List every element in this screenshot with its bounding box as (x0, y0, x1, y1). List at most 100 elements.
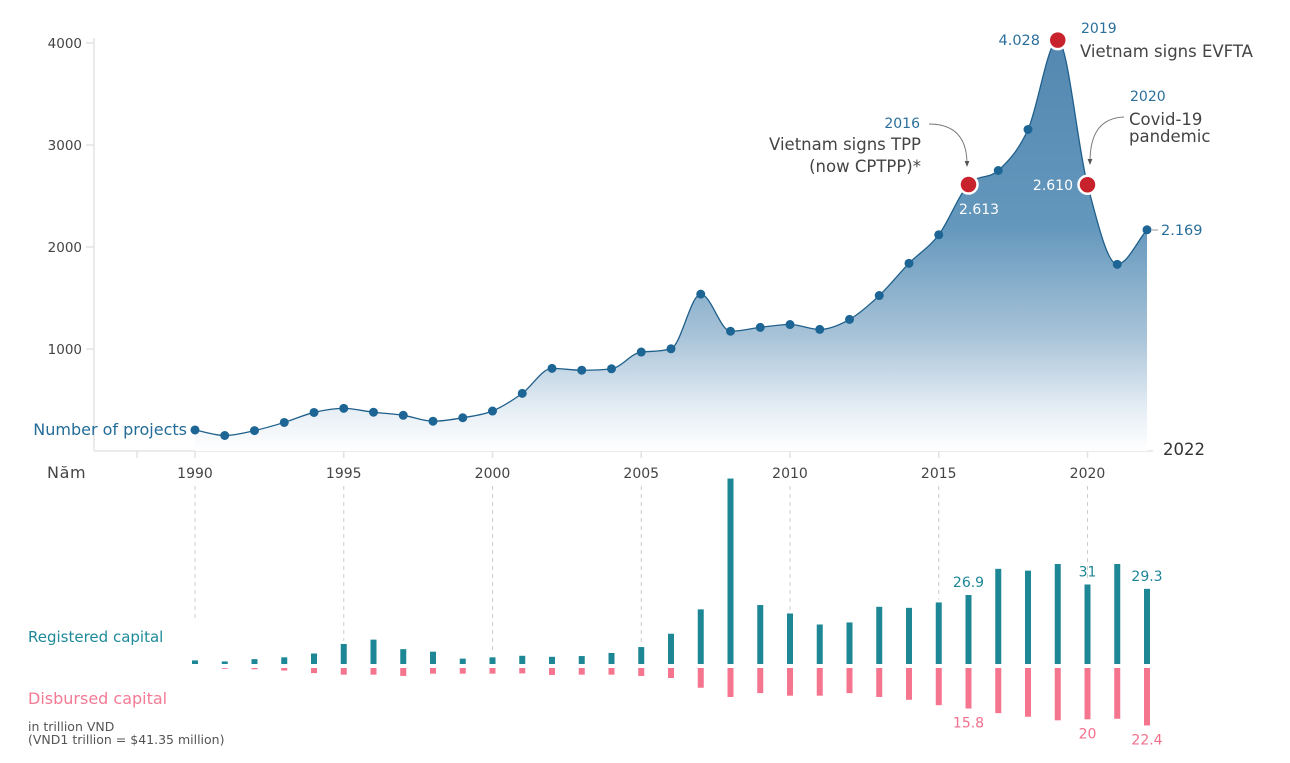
disbursed-value-label: 22.4 (1131, 732, 1162, 748)
legend-registered-capital: Registered capital (28, 628, 163, 646)
disbursed-bar-2010 (787, 668, 793, 696)
data-point-2018 (1023, 124, 1033, 134)
disbursed-bar-2005 (638, 668, 645, 676)
data-point-1997 (398, 410, 408, 420)
highlight-point-2020 (1077, 174, 1098, 196)
disbursed-bar-2020 (1084, 668, 1091, 720)
annotation-year: 2020 (1130, 89, 1166, 105)
annotation-text: Covid-19 (1129, 110, 1202, 129)
disbursed-bar-2007 (697, 668, 704, 688)
data-point-1992 (250, 426, 259, 436)
y-tick-label: 3000 (48, 138, 82, 154)
data-point-2005 (636, 347, 646, 357)
data-point-1991 (220, 430, 230, 440)
data-point-2014 (904, 258, 914, 268)
disbursed-bar-1991 (221, 668, 228, 669)
registered-bar-2015 (935, 602, 942, 664)
legend-disbursed-capital: Disbursed capital (28, 689, 167, 708)
data-point-2008 (726, 326, 735, 336)
capital-bar-labels: 26.9 15.8 31 20 29.3 22.4 (953, 564, 1163, 748)
annotation-arrow (928, 123, 970, 167)
end-year-label: 2022 (1163, 440, 1205, 459)
x-tick-label: 2015 (921, 466, 957, 482)
registered-bar-2017 (995, 568, 1002, 664)
disbursed-bar-1999 (459, 668, 466, 674)
x-tick-label: 2010 (772, 466, 808, 482)
registered-bar-2006 (668, 633, 674, 664)
registered-bar-2003 (578, 656, 585, 664)
x-axis-title: Năm (47, 463, 86, 482)
unit-conversion-note: (VND1 trillion = $41.35 million) (28, 732, 224, 747)
data-point-2009 (755, 322, 765, 332)
registered-bar-2021 (1114, 563, 1121, 664)
disbursed-bar-2019 (1054, 668, 1061, 721)
disbursed-bar-2012 (846, 668, 853, 694)
unit-note: in trillion VND (28, 719, 114, 734)
annotation-year: 2019 (1081, 21, 1117, 37)
registered-bar-1993 (281, 657, 288, 664)
data-point-2002 (547, 363, 557, 373)
registered-bar-2011 (816, 624, 823, 664)
registered-bar-1991 (221, 661, 228, 664)
annotation-2020: 2020 Covid-19 pandemic 2.610 (1033, 89, 1211, 194)
data-point-1995 (339, 403, 349, 413)
disbursed-bar-1995 (340, 668, 347, 675)
data-point-2010 (785, 320, 795, 330)
capital-bars (192, 478, 1150, 726)
disbursed-bar-2015 (935, 668, 942, 706)
annotation-arrow (1087, 116, 1125, 165)
highlight-point-2016 (958, 174, 979, 195)
disbursed-bar-2018 (1025, 668, 1031, 717)
data-point-2021 (1112, 259, 1122, 269)
registered-bar-2000 (489, 657, 496, 664)
annotation-text: pandemic (1129, 127, 1210, 146)
x-tick-label: 1990 (177, 466, 213, 482)
x-tick-label: 2020 (1070, 466, 1106, 482)
data-point-2006 (666, 344, 676, 354)
projects-area-series (194, 39, 1148, 451)
registered-bar-2008 (727, 478, 734, 664)
x-tick-label: 1995 (326, 466, 362, 482)
registered-bar-2019 (1054, 563, 1061, 664)
highlight-point-2019 (1047, 29, 1068, 51)
data-point-2001 (517, 388, 527, 398)
disbursed-bar-1993 (281, 668, 288, 671)
registered-bar-1998 (430, 651, 436, 664)
highlight-value-label: 4.028 (998, 33, 1040, 49)
registered-bar-1996 (370, 639, 377, 664)
data-point-2012 (845, 314, 854, 324)
data-point-2017 (993, 166, 1003, 175)
x-tick-label: 2005 (623, 466, 659, 482)
annotation-2019: 4.028 2019 Vietnam signs EVFTA (998, 21, 1253, 61)
disbursed-bar-2001 (519, 668, 526, 674)
registered-bar-2022 (1144, 588, 1150, 664)
disbursed-bar-2011 (816, 668, 823, 696)
registered-bar-2020 (1084, 584, 1091, 664)
disbursed-value-label: 15.8 (953, 716, 984, 732)
projects-line (194, 39, 1148, 437)
disbursed-bar-2021 (1114, 668, 1121, 719)
annotation-2016: 2016 Vietnam signs TPP (now CPTPP)* 2.61… (769, 116, 999, 218)
projects-points (190, 29, 1152, 440)
disbursed-bar-2000 (489, 668, 496, 674)
disbursed-bar-2017 (995, 668, 1002, 714)
disbursed-bar-2009 (757, 668, 764, 694)
registered-bar-2005 (638, 647, 645, 664)
data-point-1996 (369, 407, 378, 417)
annotation-text: (now CPTPP)* (809, 157, 921, 176)
data-point-1999 (458, 413, 468, 423)
x-tick-label: 2000 (475, 466, 511, 482)
data-point-1990 (190, 425, 200, 435)
registered-bar-1990 (192, 660, 198, 664)
disbursed-bar-1992 (251, 668, 258, 670)
disbursed-bar-1994 (311, 668, 317, 674)
disbursed-bar-1998 (430, 668, 436, 674)
annotation-text: Vietnam signs TPP (769, 135, 921, 154)
registered-bar-2013 (876, 606, 883, 664)
data-point-1994 (309, 407, 319, 417)
disbursed-bar-2002 (549, 668, 555, 675)
registered-bar-1992 (251, 659, 258, 664)
registered-bar-2010 (787, 613, 793, 664)
disbursed-bar-2003 (578, 668, 585, 675)
